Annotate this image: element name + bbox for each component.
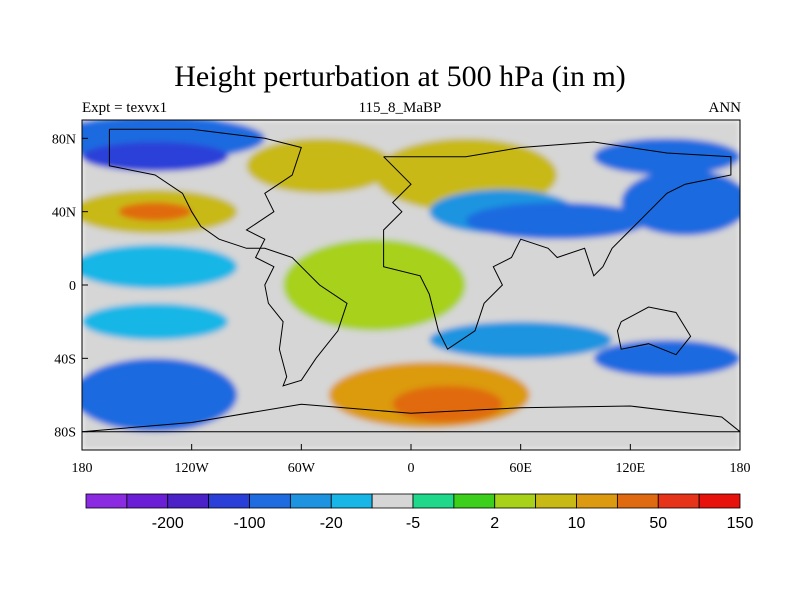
field-region: [82, 142, 229, 172]
colorbar-swatch: [616, 493, 659, 509]
colorbar: -200 -100 -20 -5 2 10 50 150: [85, 493, 754, 532]
colorbar-swatch: [85, 493, 128, 509]
colorbar-label: -200: [152, 515, 184, 532]
colorbar-swatch: [535, 493, 577, 509]
subtitle-left: Expt = texvx1: [82, 100, 168, 116]
colorbar-swatch: [494, 493, 537, 509]
colorbar-swatch: [289, 493, 332, 509]
y-tick-label: 80S: [54, 426, 76, 441]
x-tick-label: 60E: [509, 461, 532, 476]
x-tick-label: 180: [72, 461, 93, 476]
x-axis: 180 120W 60W 0 60E 120E 180: [72, 444, 751, 476]
subtitle-center: 115_8_MaBP: [358, 100, 442, 116]
colorbar-swatch: [576, 493, 618, 509]
y-tick-label: 0: [69, 279, 76, 294]
colorbar-swatch: [371, 493, 414, 509]
field-region: [82, 244, 238, 289]
x-tick-label: 60W: [288, 461, 316, 476]
field-region: [593, 340, 740, 377]
field-region: [118, 202, 192, 221]
colorbar-swatch: [208, 493, 250, 509]
colorbar-swatch: [698, 493, 741, 509]
y-tick-label: 40S: [54, 352, 76, 367]
y-axis: 80N 40N 0 40S 80S: [52, 132, 88, 441]
field-region: [283, 239, 466, 331]
field-region: [82, 358, 238, 432]
coastline: [82, 403, 740, 433]
field-region: [246, 138, 393, 194]
colorbar-label: 10: [568, 515, 586, 532]
colorbar-swatch: [167, 493, 210, 509]
field-region: [429, 321, 613, 359]
colorbar-swatch: [657, 493, 700, 509]
field-region: [621, 169, 740, 236]
x-tick-label: 120W: [175, 461, 210, 476]
y-tick-label: 80N: [52, 132, 76, 147]
colorbar-swatch: [453, 493, 496, 509]
chart-title: Height perturbation at 500 hPa (in m): [174, 60, 626, 93]
coastline: [616, 306, 692, 356]
subtitle-right: ANN: [708, 100, 742, 116]
coastline: [383, 141, 732, 350]
colorbar-label: 150: [727, 515, 754, 532]
field-region: [82, 303, 229, 340]
colorbar-label: -20: [320, 515, 343, 532]
x-tick-label: 0: [408, 461, 415, 476]
colorbar-label: 50: [649, 515, 667, 532]
field-region: [392, 385, 503, 423]
x-tick-label: 120E: [616, 461, 646, 476]
colorbar-label: 2: [490, 515, 499, 532]
contour-field: [82, 120, 740, 450]
field-region: [465, 202, 649, 240]
colorbar-swatch: [126, 493, 169, 509]
field-region: [593, 138, 740, 175]
colorbar-swatch: [412, 493, 455, 509]
colorbar-label: -5: [406, 515, 420, 532]
x-tick-label: 180: [730, 461, 751, 476]
coastlines: [82, 128, 740, 433]
y-tick-label: 40N: [52, 206, 76, 221]
colorbar-swatch: [249, 493, 291, 509]
coastline: [108, 128, 348, 387]
colorbar-label: -100: [233, 515, 265, 532]
colorbar-swatch: [330, 493, 373, 509]
